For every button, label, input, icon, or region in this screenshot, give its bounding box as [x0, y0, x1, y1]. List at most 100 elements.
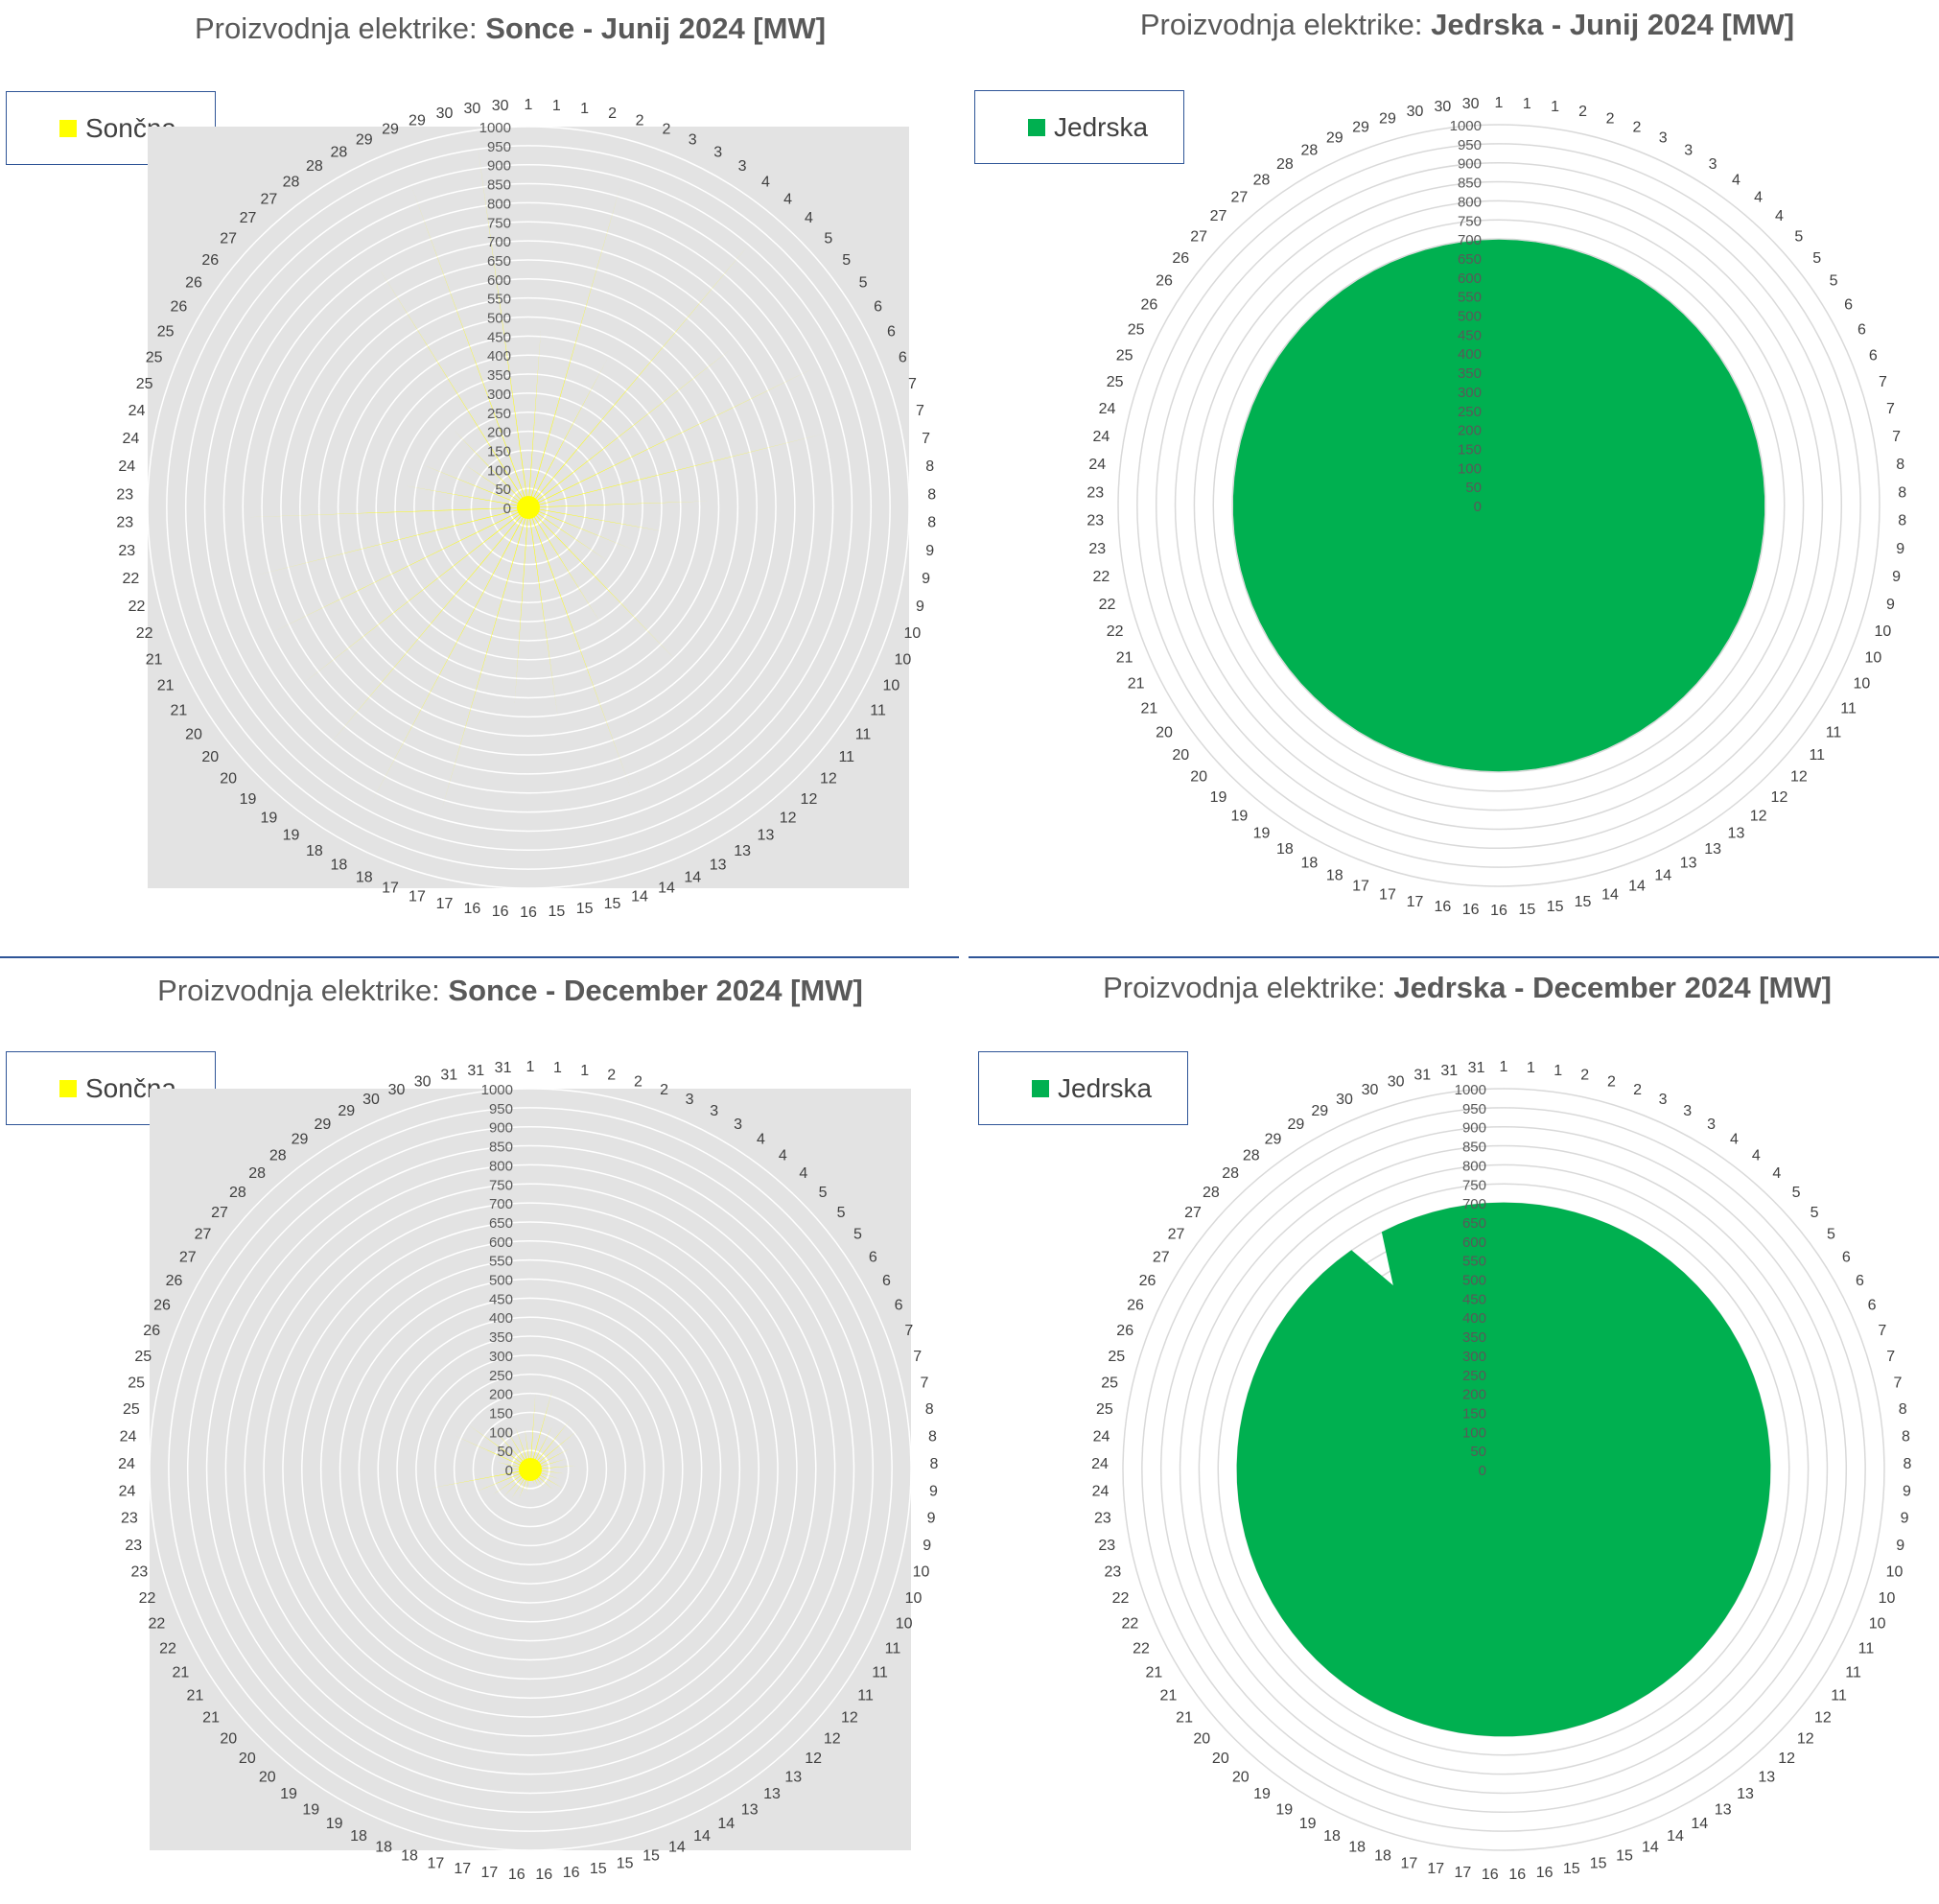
category-label: 4	[805, 210, 813, 226]
category-label: 25	[1116, 347, 1133, 364]
category-label: 7	[1886, 401, 1895, 417]
radial-tick-label: 750	[487, 215, 511, 231]
chart-title-prefix: Proizvodnja elektrike:	[157, 974, 449, 1007]
category-label: 14	[1654, 868, 1671, 884]
radial-tick-label: 650	[1462, 1215, 1486, 1232]
category-label: 28	[269, 1147, 287, 1164]
radial-tick-label: 500	[1462, 1273, 1486, 1289]
chart-title: Proizvodnja elektrike: Sonce - Junij 202…	[0, 12, 1086, 46]
category-label: 4	[757, 1131, 765, 1147]
category-label: 26	[185, 275, 202, 292]
category-label: 29	[1379, 110, 1396, 127]
category-label: 27	[220, 230, 237, 247]
category-label: 9	[1892, 569, 1901, 585]
category-label: 28	[306, 158, 323, 175]
radial-tick-label: 600	[489, 1234, 513, 1251]
data-spike	[532, 434, 825, 507]
category-label: 22	[122, 571, 139, 587]
grid-circle	[470, 449, 587, 566]
category-label: 22	[139, 1590, 156, 1607]
category-label: 6	[1857, 321, 1866, 338]
category-label: 17	[427, 1855, 444, 1871]
category-label: 14	[658, 881, 675, 897]
category-label: 9	[923, 1538, 931, 1554]
radial-tick-label: 950	[489, 1101, 513, 1117]
category-label: 16	[492, 904, 509, 920]
radial-tick-label: 900	[1458, 156, 1482, 173]
category-label: 7	[1893, 1375, 1902, 1391]
category-label: 30	[436, 106, 454, 122]
data-spike	[532, 508, 635, 551]
data-spike	[534, 1465, 576, 1469]
category-label: 14	[1601, 887, 1619, 904]
category-label: 9	[1901, 1511, 1909, 1527]
category-label: 2	[1578, 104, 1587, 120]
category-label: 15	[1575, 894, 1592, 910]
category-label: 16	[1462, 902, 1480, 918]
data-spike	[370, 511, 527, 804]
chart-legend[interactable]: Sončna	[6, 1051, 216, 1125]
radar-chart: 0 50 100 150 200 250 300 350 400 450 500 550 600 650 7…	[1091, 1059, 1911, 1883]
category-label: 29	[1326, 129, 1343, 146]
category-label: 7	[904, 1323, 913, 1339]
category-label: 9	[916, 599, 924, 615]
category-label: 18	[1300, 856, 1318, 872]
category-label: 3	[1659, 129, 1668, 146]
category-label: 8	[1903, 1456, 1911, 1472]
grid-circle	[489, 468, 568, 547]
category-label: 5	[1830, 273, 1838, 290]
category-label: 13	[784, 1769, 802, 1785]
category-label: 29	[409, 112, 426, 129]
category-label: 20	[1172, 747, 1189, 764]
radial-tick-label: 850	[1458, 176, 1482, 192]
category-label: 27	[1168, 1227, 1185, 1243]
category-label: 13	[758, 828, 775, 844]
category-label: 6	[1856, 1273, 1864, 1289]
category-label: 16	[563, 1865, 580, 1881]
section-divider	[969, 956, 1939, 958]
category-label: 9	[927, 1511, 936, 1527]
category-label: 8	[925, 458, 934, 475]
category-label: 9	[1896, 541, 1904, 557]
grid-circle	[203, 182, 853, 833]
category-label: 19	[280, 1786, 297, 1802]
category-label: 21	[1128, 676, 1145, 693]
chart-legend[interactable]: Jedrska	[978, 1051, 1188, 1125]
category-label: 11	[1840, 701, 1857, 717]
category-label: 21	[1141, 701, 1158, 717]
category-label: 28	[248, 1165, 266, 1182]
category-label: 7	[916, 403, 924, 419]
category-label: 23	[1088, 541, 1106, 557]
category-label: 22	[1099, 597, 1116, 613]
radial-tick-label: 850	[489, 1140, 513, 1156]
chart-title-bold: Jedrska - December 2024 [MW]	[1393, 971, 1832, 1004]
grid-circle	[451, 430, 606, 585]
category-label: 13	[710, 858, 727, 874]
data-spike	[410, 185, 527, 504]
category-label: 6	[899, 349, 907, 365]
data-spike	[477, 1470, 526, 1492]
category-label: 23	[121, 1511, 138, 1527]
category-label: 24	[122, 431, 139, 447]
category-label: 8	[928, 1428, 937, 1445]
category-label: 9	[1903, 1483, 1911, 1499]
category-label: 28	[1243, 1147, 1260, 1164]
chart-legend[interactable]: Jedrska	[974, 90, 1184, 164]
data-center	[517, 496, 540, 519]
category-label: 22	[1133, 1640, 1150, 1657]
category-label: 5	[853, 1227, 862, 1243]
data-spike	[531, 1425, 553, 1466]
category-label: 19	[302, 1801, 319, 1818]
category-label: 23	[1098, 1538, 1115, 1554]
category-label: 26	[201, 252, 219, 269]
category-label: 12	[1814, 1710, 1832, 1727]
radar-chart: 0 50 100 150 200 250 300 350 400 450 500 550 600 650 7…	[118, 1059, 938, 1883]
category-label: 7	[1892, 429, 1901, 445]
category-label: 12	[780, 811, 797, 827]
category-label: 5	[1792, 1185, 1801, 1201]
category-label: 3	[1659, 1092, 1668, 1108]
category-label: 26	[166, 1273, 183, 1289]
data-spike	[534, 1469, 565, 1474]
category-label: 20	[1190, 769, 1207, 786]
data-spike	[525, 1427, 530, 1466]
